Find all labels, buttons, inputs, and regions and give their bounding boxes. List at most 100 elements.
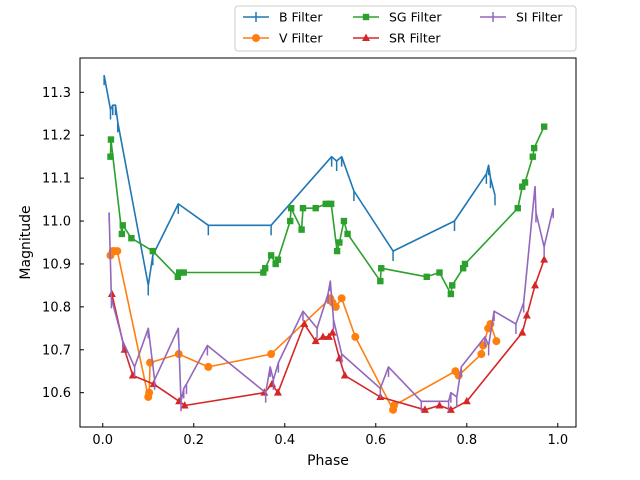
sr-filter-point [149,379,158,388]
sg-filter-point [272,260,279,268]
sr-filter-point [531,281,540,289]
sg-filter-point [377,277,384,285]
series-layer [103,75,554,414]
sg-filter-point [287,204,295,212]
x-tick-label: 0.0 [92,433,113,448]
sg-filter-point [107,153,114,160]
v-filter-point [204,362,213,371]
sr-filter-point [328,328,337,336]
legend-label: V Filter [279,31,323,46]
sg-filter-point [180,269,187,276]
sr-filter-point [540,255,549,263]
legend-item-v-filter: V Filter [243,31,323,46]
sg-filter-point [519,183,526,190]
sg-filter-point [299,204,307,212]
si-filter-line [108,185,554,403]
sr-filter-point [300,319,309,328]
y-tick-label: 10.7 [42,343,71,358]
sr-filter-point [462,396,471,405]
legend-label: SI Filter [516,10,563,25]
legend-item-sg-filter: SG Filter [353,10,442,25]
sg-filter-point [119,222,126,229]
v-filter-point [331,302,340,311]
sg-filter-point [118,230,126,238]
sg-filter-point [267,252,275,259]
sg-filter-point [436,269,443,276]
sg-filter-point [423,273,430,281]
x-tick-label: 1.0 [547,433,568,448]
plot-area [79,57,577,428]
sg-filter-point [530,144,538,152]
sg-filter-point [260,269,267,276]
x-tick-label: 0.6 [365,433,386,448]
v-filter-point [492,337,501,346]
sr-filter-point [340,371,349,379]
legend-label: B Filter [279,10,323,25]
y-tick-label: 11.2 [42,129,71,144]
v-filter-series [106,247,501,414]
sg-filter-point [336,239,343,246]
si-filter-series [108,185,554,412]
sg-filter-point [274,256,282,263]
sg-filter-point [378,265,385,272]
x-axis: 0.0 0.2 0.4 0.6 0.8 1.0 [92,423,568,448]
sg-filter-point [333,247,341,255]
sg-filter-point [521,179,529,186]
sg-filter-point [262,265,269,272]
sg-filter-series [107,123,548,298]
sg-filter-point [298,226,305,233]
legend: B Filter V Filter SG Filter SR Filter SI Fil… [234,5,577,52]
legend-marker [362,33,370,41]
sr-filter-point [420,405,429,413]
sg-filter-point [461,260,469,268]
legend-item-sr-filter: SR Filter [353,31,441,46]
legend-marker [252,34,260,42]
sg-filter-point [128,235,135,242]
sg-filter-point [344,230,351,238]
sg-filter-point [327,200,335,208]
sg-filter-point [447,290,455,298]
sg-filter-point [514,204,521,212]
sr-filter-point [180,401,189,409]
sr-filter-point [311,336,320,345]
y-tick-label: 10.9 [42,257,71,272]
sg-filter-point [529,153,536,160]
x-tick-label: 0.4 [274,433,295,448]
legend-item-b-filter: B Filter [243,10,323,25]
sr-filter-point [128,371,137,379]
x-tick-label: 0.8 [456,433,477,448]
v-filter-point [389,401,398,410]
sg-filter-point [107,136,115,143]
sg-filter-point [340,217,348,225]
legend-label: SR Filter [389,31,441,46]
b-filter-line [103,75,496,287]
sg-filter-point [149,247,157,255]
sr-filter-point [268,379,277,388]
legend-label: SG Filter [389,10,442,25]
sg-filter-point [459,265,467,272]
sr-filter-series [107,255,549,413]
sr-filter-point [522,311,531,319]
sr-filter-point [324,332,333,340]
sg-filter-point [312,204,319,212]
sr-filter-point [518,328,527,336]
y-axis-label: Magnitude [18,205,34,279]
sg-filter-point [540,123,548,130]
v-filter-point [337,294,346,303]
y-tick-label: 10.6 [42,386,71,401]
sr-filter-point [435,401,444,409]
y-axis: 10.6 10.7 10.8 10.9 11.0 11.1 11.2 11.3 [42,86,84,401]
y-tick-label: 11.0 [42,215,71,230]
sg-filter-point [449,282,456,289]
y-tick-label: 10.8 [42,300,71,315]
sr-filter-point [318,332,327,340]
y-tick-label: 11.3 [42,86,71,101]
sr-filter-point [273,388,282,396]
v-filter-point [477,350,486,359]
sg-filter-point [174,273,182,281]
x-tick-label: 0.2 [183,433,204,448]
x-axis-label: Phase [307,453,349,469]
plot-frame [79,57,577,428]
v-filter-point [145,388,154,397]
